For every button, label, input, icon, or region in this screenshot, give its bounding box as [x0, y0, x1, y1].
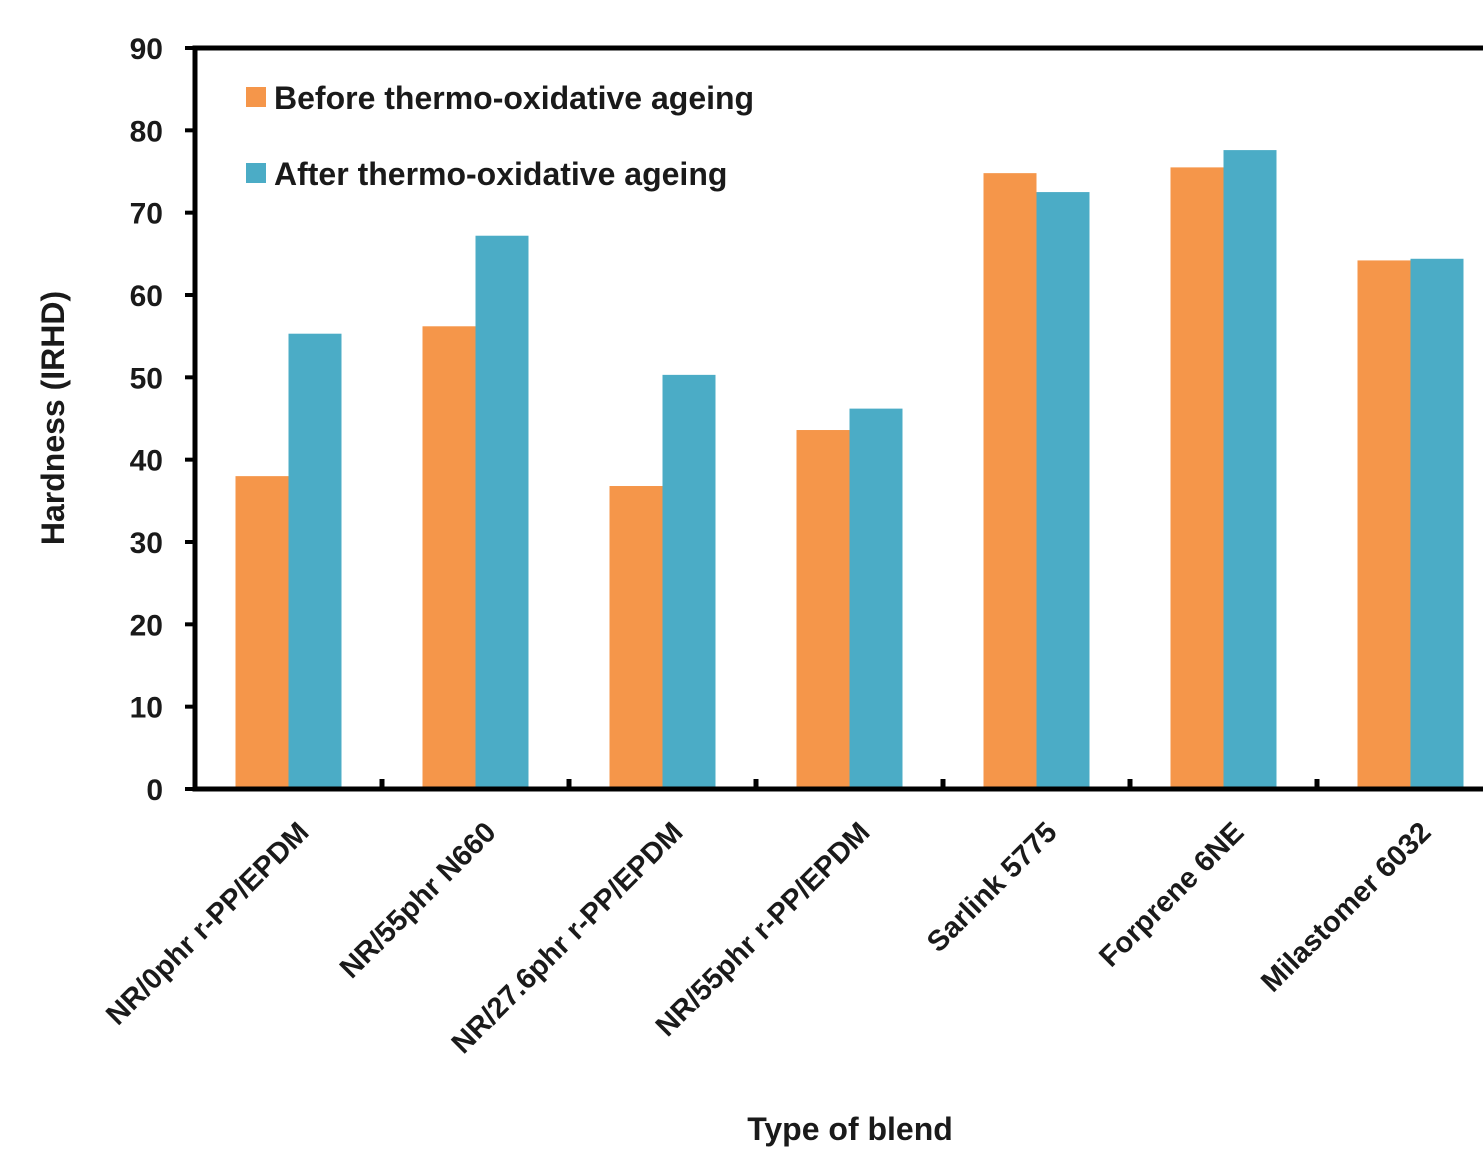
- bar-series1-cat6: [1170, 167, 1224, 790]
- bar-series2-cat2: [475, 235, 529, 790]
- y-tick-label: 10: [130, 692, 163, 725]
- y-tick-label: 50: [130, 362, 163, 395]
- legend-label-1: Before thermo-oxidative ageing: [274, 80, 754, 116]
- y-axis-ticks: 0 10 20 30 40 50 60 70 80 90: [130, 33, 195, 807]
- bar-series1-cat2: [422, 326, 476, 789]
- x-category-label: Sarlink 5775: [921, 816, 1063, 958]
- x-category-label: NR/0phr r-PP/EPDM: [100, 816, 315, 1031]
- y-tick-label: 60: [130, 280, 163, 313]
- x-axis-ticks: NR/0phr r-PP/EPDM NR/55phr N660NR/27.6phr…: [100, 779, 1437, 1060]
- bar-series1-cat1: [235, 476, 289, 789]
- bar-series2-cat1: [288, 333, 342, 789]
- bar-series2-cat4: [849, 408, 903, 789]
- x-category-label: NR/55phr N660: [334, 816, 503, 985]
- bar-series1-cat3: [609, 486, 663, 789]
- x-category-label: NR/55phr r-PP/EPDM: [650, 816, 877, 1043]
- bar-series1-cat7: [1357, 260, 1411, 789]
- bar-series1-cat4: [796, 430, 850, 789]
- y-tick-label: 40: [130, 445, 163, 478]
- bars-group: [235, 150, 1464, 790]
- y-tick-label: 90: [130, 33, 163, 66]
- legend-swatch-2: [246, 163, 266, 183]
- bar-series2-cat7: [1410, 258, 1464, 790]
- x-category-label: Forprene 6NE: [1093, 816, 1250, 973]
- legend: Before thermo-oxidative ageing After ther…: [246, 80, 754, 192]
- bar-series2-cat6: [1223, 150, 1277, 790]
- y-tick-label: 20: [130, 609, 163, 642]
- bar-series1-cat5: [983, 173, 1037, 789]
- legend-swatch-1: [246, 87, 266, 107]
- x-category-label: Milastomer 6032: [1255, 816, 1437, 998]
- plot-border: [192, 45, 1483, 792]
- bar-series2-cat5: [1036, 192, 1090, 790]
- y-tick-label: 0: [146, 774, 163, 807]
- legend-label-2: After thermo-oxidative ageing: [274, 156, 727, 192]
- bar-series2-cat3: [662, 374, 716, 789]
- x-axis-title: Type of blend: [747, 1111, 953, 1147]
- y-tick-label: 70: [130, 198, 163, 231]
- plot-frame: [192, 45, 1483, 792]
- y-tick-label: 80: [130, 115, 163, 148]
- y-tick-label: 30: [130, 527, 163, 560]
- y-axis-title: Hardness (IRHD): [35, 291, 71, 545]
